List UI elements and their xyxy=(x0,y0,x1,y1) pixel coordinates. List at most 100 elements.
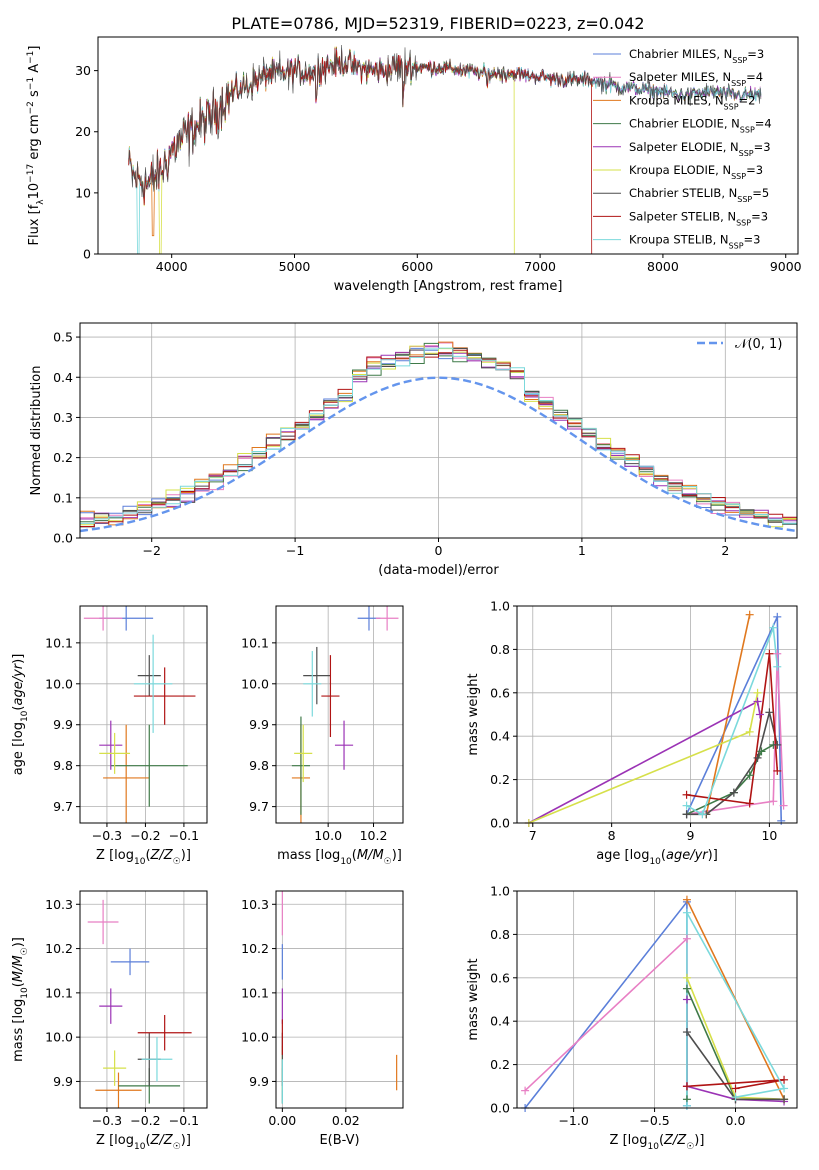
x-axis-label-part: mass [log xyxy=(277,848,340,863)
weight-line-0 xyxy=(524,899,688,1108)
axes-frame xyxy=(79,890,208,1109)
x-tick-label: 10.0 xyxy=(314,828,342,843)
y-axis-label-part: −2 xyxy=(26,101,36,114)
plot-area xyxy=(517,606,797,823)
y-axis-label-part: 10 xyxy=(20,710,30,722)
x-axis-label-part: ☉ xyxy=(686,1142,694,1152)
weight-line-1 xyxy=(524,936,688,1092)
y-tick-label: 9.9 xyxy=(53,717,73,732)
legend-label: Salpeter MILES, NSSP=4 xyxy=(629,70,763,88)
x-axis-label-part: age [log xyxy=(596,848,649,863)
x-tick-label: 10 xyxy=(761,828,777,843)
y-axis-label-part: )] xyxy=(11,937,26,947)
weight-line-2 xyxy=(705,614,751,815)
x-tick-label: −0.2 xyxy=(130,1113,160,1128)
legend-label: 𝒩(0, 1) xyxy=(735,337,782,352)
x-axis-label-part: 10 xyxy=(647,1142,659,1152)
y-tick-label: 0.2 xyxy=(490,772,510,787)
y-tick-label: 10.1 xyxy=(241,635,269,650)
y-axis-label-part: Normed distribution xyxy=(29,366,44,496)
axes-frame xyxy=(516,890,798,1109)
x-tick-label: 0 xyxy=(435,543,443,558)
y-tick-label: 1.0 xyxy=(490,884,510,899)
axes-frame xyxy=(79,605,208,824)
plot-area xyxy=(128,44,762,254)
y-tick-label: 10.3 xyxy=(45,897,73,912)
x-axis-label-part: )] xyxy=(708,848,718,863)
x-axis-label-part: ☉ xyxy=(173,857,181,867)
axes-massweight_vs_Z: −1.0 −0.5 0.0 0.0 0.2 0.4 0.6 0.8 1.0 Z [log10(Z/… xyxy=(466,884,798,1152)
x-axis-label-part: wavelength [Angstrom, rest frame] xyxy=(334,279,563,294)
y-tick-label: 0.2 xyxy=(490,1057,510,1072)
y-tick-label: 1.0 xyxy=(490,599,510,614)
x-tick-label: −1 xyxy=(286,543,304,558)
y-axis-label: age [log10(age/yr)] xyxy=(11,654,30,776)
spectrum-line-6 xyxy=(128,44,762,198)
y-axis-label-part: ( xyxy=(11,982,26,987)
y-tick-label: 0.4 xyxy=(53,370,73,385)
x-tick-label: 4000 xyxy=(156,259,188,274)
weight-line-8 xyxy=(686,912,786,1106)
y-tick-label: 0.2 xyxy=(53,450,73,465)
y-axis-label: mass weight xyxy=(466,958,481,1040)
histogram-8 xyxy=(80,347,797,538)
x-tick-label: −0.1 xyxy=(169,828,199,843)
y-axis-label-part: −17 xyxy=(26,164,36,183)
x-tick-label: 7000 xyxy=(524,259,556,274)
x-tick-label: −0.3 xyxy=(92,828,122,843)
x-axis-label-part: ( xyxy=(145,1133,150,1148)
x-axis-label-part: ( xyxy=(145,848,150,863)
y-tick-label: 10.0 xyxy=(241,1030,269,1045)
x-axis-label: (data-model)/error xyxy=(378,563,499,578)
x-axis-label-part: (data-model)/error xyxy=(378,563,499,578)
y-axis-label-part: −1 xyxy=(26,51,36,64)
spectrum-line-7 xyxy=(128,47,593,254)
legend-label: Salpeter STELIB, NSSP=3 xyxy=(629,209,768,227)
x-tick-label: −0.1 xyxy=(169,1113,199,1128)
plot-area xyxy=(80,891,207,1108)
x-axis-label-part: age/yr xyxy=(666,848,709,863)
x-axis-label: Z [log10(Z/Z☉)] xyxy=(610,1133,705,1152)
x-axis-label-part: )] xyxy=(694,1133,704,1148)
y-tick-label: 10.0 xyxy=(45,676,73,691)
y-tick-label: 9.8 xyxy=(249,758,269,773)
legend-label: Chabrier STELIB, NSSP=5 xyxy=(629,186,769,204)
x-tick-label: 6000 xyxy=(401,259,433,274)
y-tick-label: 10.2 xyxy=(45,941,73,956)
y-tick-label: 0.8 xyxy=(490,927,510,942)
y-tick-label: 10.1 xyxy=(241,985,269,1000)
x-axis-label-part: )] xyxy=(181,848,191,863)
x-tick-label: 0.02 xyxy=(332,1113,360,1128)
plots-layer: 4000 5000 6000 7000 8000 90000102030wavelengt… xyxy=(11,36,802,1152)
x-tick-label: 5000 xyxy=(279,259,311,274)
x-axis-label-part: Z/Z xyxy=(150,1133,174,1148)
y-tick-label: 10.0 xyxy=(241,676,269,691)
y-tick-label: 0.8 xyxy=(490,642,510,657)
y-axis-label-part: mass [log xyxy=(11,999,26,1062)
x-axis-label-part: 10 xyxy=(134,857,146,867)
x-axis-label: Z [log10(Z/Z☉)] xyxy=(96,1133,191,1152)
y-axis-label: Flux [fλ10−17 erg cm−2 s−1 A−1] xyxy=(26,46,46,246)
legend-label: Kroupa STELIB, NSSP=3 xyxy=(629,233,760,251)
y-tick-label: 0 xyxy=(83,247,91,262)
x-axis-label-part: ( xyxy=(352,848,357,863)
y-axis-label-part: A xyxy=(27,64,42,77)
y-axis-label-part: mass weight xyxy=(466,673,481,755)
x-axis-label-part: 10 xyxy=(649,857,661,867)
x-axis-label-part: ( xyxy=(659,1133,664,1148)
y-axis-label-part: age [log xyxy=(11,722,26,775)
x-tick-label: 9000 xyxy=(770,259,802,274)
y-axis-label-part: M/M xyxy=(11,955,26,982)
legend-label: Chabrier MILES, NSSP=3 xyxy=(629,47,764,65)
x-tick-label: −0.2 xyxy=(130,828,160,843)
weight-line-8 xyxy=(686,627,779,816)
x-axis-label-part: ( xyxy=(661,848,666,863)
y-tick-label: 10.0 xyxy=(45,1030,73,1045)
y-tick-label: 9.8 xyxy=(53,758,73,773)
y-axis-label-part: ☉ xyxy=(20,947,30,955)
y-tick-label: 10.1 xyxy=(45,635,73,650)
plot-area xyxy=(276,606,403,823)
y-tick-label: 0.0 xyxy=(490,816,510,831)
weight-line-7 xyxy=(686,653,779,805)
